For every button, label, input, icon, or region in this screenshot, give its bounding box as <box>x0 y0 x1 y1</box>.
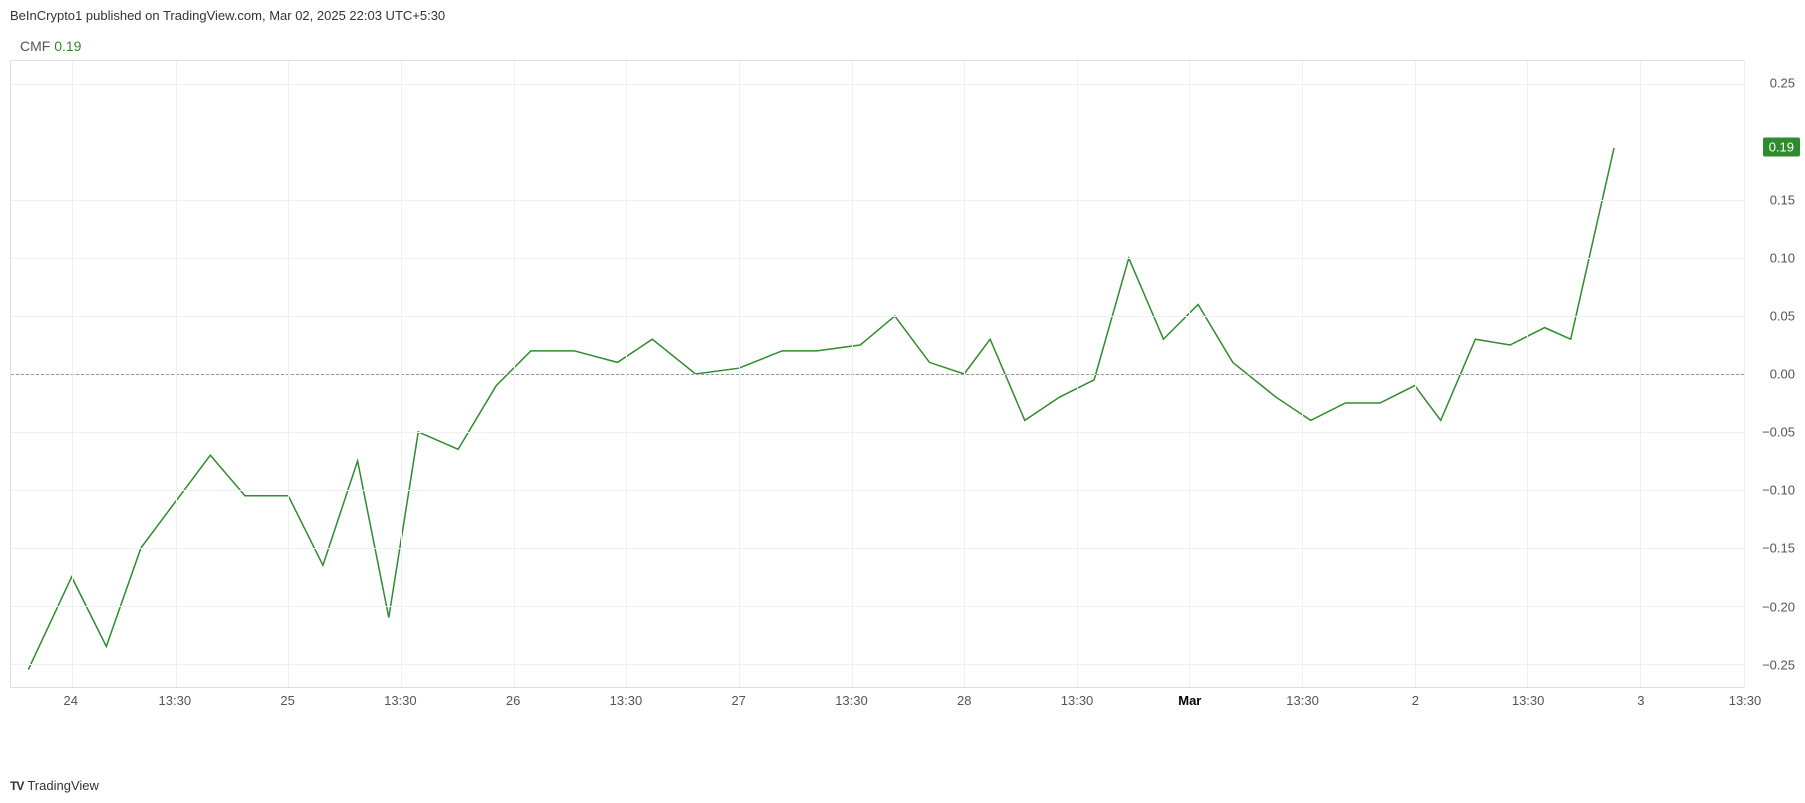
y-axis-tick-label: 0.10 <box>1770 250 1795 265</box>
y-axis-tick-label: −0.25 <box>1762 657 1795 672</box>
grid-line-horizontal <box>11 664 1744 665</box>
x-axis-tick-label: 2 <box>1412 693 1419 708</box>
grid-line-horizontal <box>11 490 1744 491</box>
grid-line-horizontal <box>11 316 1744 317</box>
grid-line-horizontal <box>11 606 1744 607</box>
grid-line-horizontal <box>11 258 1744 259</box>
grid-line-vertical <box>739 61 740 687</box>
y-axis-tick-label: −0.20 <box>1762 599 1795 614</box>
grid-line-vertical <box>514 61 515 687</box>
grid-line-horizontal <box>11 200 1744 201</box>
grid-line-vertical <box>1527 61 1528 687</box>
grid-line-vertical <box>1077 61 1078 687</box>
y-axis-tick-label: 0.00 <box>1770 367 1795 382</box>
x-axis-tick-label: 13:30 <box>1729 693 1762 708</box>
y-axis-tick-label: −0.10 <box>1762 483 1795 498</box>
grid-line-vertical <box>626 61 627 687</box>
publish-info: BeInCrypto1 published on TradingView.com… <box>10 8 445 23</box>
chart-plot-area[interactable] <box>10 60 1745 688</box>
y-axis-tick-label: 0.15 <box>1770 192 1795 207</box>
x-axis-tick-label: 13:30 <box>835 693 868 708</box>
tradingview-logo-icon: T‍V <box>10 779 23 793</box>
y-axis-tick-label: −0.05 <box>1762 425 1795 440</box>
y-axis-tick-label: 0.25 <box>1770 76 1795 91</box>
y-axis-tick-label: −0.15 <box>1762 541 1795 556</box>
indicator-label: CMF 0.19 <box>20 38 81 54</box>
indicator-name: CMF <box>20 38 50 54</box>
x-axis-tick-label: 25 <box>280 693 294 708</box>
current-value-tag: 0.19 <box>1763 138 1800 157</box>
grid-line-vertical <box>1189 61 1190 687</box>
footer-branding: T‍V TradingView <box>10 778 99 793</box>
chart-container: BeInCrypto1 published on TradingView.com… <box>0 0 1805 803</box>
x-axis-tick-label: 26 <box>506 693 520 708</box>
cmf-line-series <box>28 148 1614 670</box>
x-axis-tick-label: 27 <box>731 693 745 708</box>
x-axis-tick-label: 28 <box>957 693 971 708</box>
grid-line-vertical <box>1415 61 1416 687</box>
y-axis: 0.25 0.15 0.10 0.05 0.00 −0.05 −0.10 −0.15 −0.20… <box>1745 60 1805 688</box>
grid-line-horizontal <box>11 84 1744 85</box>
tradingview-brand-text: TradingView <box>27 778 99 793</box>
x-axis-tick-label: 3 <box>1637 693 1644 708</box>
grid-line-vertical <box>852 61 853 687</box>
x-axis-tick-label: 13:30 <box>159 693 192 708</box>
grid-line-vertical <box>1640 61 1641 687</box>
grid-line-horizontal <box>11 432 1744 433</box>
x-axis-tick-label: 13:30 <box>1512 693 1545 708</box>
x-axis-tick-label: 13:30 <box>1061 693 1094 708</box>
grid-line-horizontal <box>11 548 1744 549</box>
x-axis-tick-label: 13:30 <box>1286 693 1319 708</box>
grid-line-vertical <box>964 61 965 687</box>
zero-line <box>11 374 1744 375</box>
grid-line-vertical <box>401 61 402 687</box>
grid-line-vertical <box>288 61 289 687</box>
y-axis-tick-label: 0.05 <box>1770 308 1795 323</box>
indicator-value: 0.19 <box>54 38 81 54</box>
x-axis-tick-label: 24 <box>63 693 77 708</box>
x-axis-tick-label: Mar <box>1178 693 1201 708</box>
grid-line-vertical <box>1302 61 1303 687</box>
x-axis-tick-label: 13:30 <box>610 693 643 708</box>
grid-line-vertical <box>176 61 177 687</box>
grid-line-vertical <box>72 61 73 687</box>
x-axis: 24 13:30 25 13:30 26 13:30 27 13:30 28 13:30 Mar 13… <box>10 688 1745 718</box>
x-axis-tick-label: 13:30 <box>384 693 417 708</box>
